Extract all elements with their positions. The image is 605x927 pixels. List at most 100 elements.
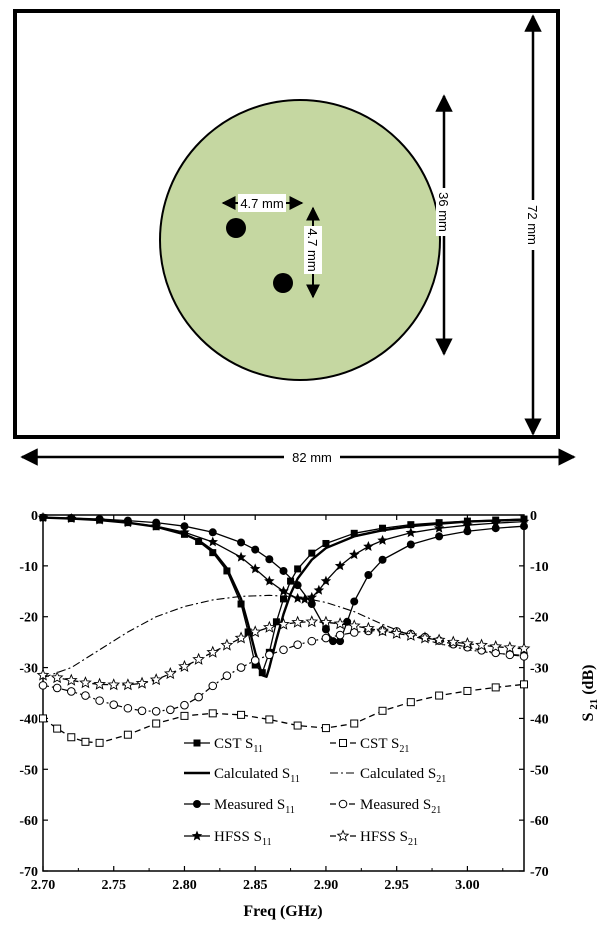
data-point-measured-s21 <box>250 656 260 665</box>
y-tick-label-left: -60 <box>19 814 38 829</box>
data-point-measured-s21 <box>279 645 288 655</box>
legend-label: Calculated S21 <box>360 766 446 785</box>
legend-marker <box>193 800 201 808</box>
data-point-cst-s11 <box>379 524 387 532</box>
data-point-hfss-s11 <box>150 520 162 531</box>
data-point-measured-s11 <box>237 538 246 547</box>
data-point-cst-s21 <box>293 721 302 730</box>
data-point-measured-s11 <box>336 637 345 646</box>
legend-label: Calculated S11 <box>214 766 300 785</box>
legend-label-subscript: 21 <box>399 744 409 755</box>
data-point-hfss-s21 <box>178 659 191 672</box>
data-point-measured-s21 <box>137 706 147 716</box>
data-point-measured-s11 <box>307 600 316 608</box>
legend-label-subscript: 21 <box>431 805 441 816</box>
y-tick-label-left: -70 <box>19 865 38 880</box>
series-line-cst-s21 <box>42 683 525 744</box>
data-point-cst-s11 <box>308 549 316 557</box>
legend-item-hfss-s21: HFSS S21 <box>330 829 418 848</box>
data-point-measured-s11 <box>208 528 217 537</box>
data-point-hfss-s21 <box>319 615 333 628</box>
data-point-cst-s21 <box>123 730 132 739</box>
data-point-measured-s11 <box>251 545 260 554</box>
x-tick-label: 2.85 <box>243 878 268 893</box>
series-calculated-s21 <box>42 594 525 679</box>
data-point-cst-s11 <box>244 628 252 636</box>
data-point-hfss-s21 <box>446 635 460 648</box>
series-line-calculated-s21 <box>42 594 525 679</box>
x-tick-label: 2.95 <box>384 878 409 893</box>
legend-label: Measured S21 <box>360 797 441 816</box>
data-point-hfss-s21 <box>50 671 64 684</box>
series-hfss-s11 <box>37 512 530 604</box>
data-point-hfss-s11 <box>299 593 310 604</box>
feed-pin-1 <box>226 218 246 238</box>
data-point-hfss-s11 <box>313 584 325 595</box>
y-tick-label-right: -40 <box>530 712 549 727</box>
data-point-hfss-s21 <box>432 633 446 646</box>
patch-label-box <box>436 188 452 236</box>
data-point-measured-s11 <box>378 555 387 564</box>
data-point-measured-s11 <box>180 522 189 531</box>
data-point-hfss-s11 <box>377 534 388 545</box>
data-point-hfss-s11 <box>207 536 218 547</box>
data-point-measured-s21 <box>321 633 331 643</box>
legend-item-calculated-s11: Calculated S11 <box>184 766 300 785</box>
series-cst-s21 <box>39 680 528 747</box>
data-point-hfss-s11 <box>490 517 501 528</box>
feed-pin-2 <box>273 273 293 293</box>
legend-label: CST S11 <box>214 736 263 755</box>
data-point-measured-s11 <box>293 581 302 590</box>
legend-item-measured-s11: Measured S11 <box>184 797 295 816</box>
height-label: 72 mm <box>525 205 540 245</box>
data-point-hfss-s21 <box>475 638 488 651</box>
y-tick-label-right: -20 <box>530 611 549 626</box>
width-label: 82 mm <box>292 450 332 465</box>
y-tick-label-left: -50 <box>19 763 38 778</box>
legend-marker <box>191 830 203 841</box>
legend-item-calculated-s21: Calculated S21 <box>330 766 446 785</box>
data-point-cst-s21 <box>350 719 359 728</box>
y-tick-label-right: -60 <box>530 814 549 829</box>
data-point-measured-s21 <box>180 700 189 710</box>
data-point-cst-s21 <box>406 698 415 707</box>
data-point-measured-s21 <box>151 707 161 716</box>
data-point-cst-s11 <box>251 661 259 669</box>
data-point-cst-s11 <box>237 600 245 608</box>
data-point-cst-s11 <box>272 618 280 626</box>
legend-label-subscript: 11 <box>285 805 295 816</box>
data-point-cst-s21 <box>95 738 104 747</box>
x-tick-label: 2.70 <box>31 878 56 893</box>
data-point-hfss-s21 <box>461 636 474 650</box>
legend-label: Measured S11 <box>214 797 295 816</box>
data-point-cst-s21 <box>39 714 47 723</box>
y-tick-label-right: -70 <box>530 865 549 880</box>
data-point-cst-s21 <box>237 710 246 719</box>
data-point-measured-s21 <box>66 687 76 696</box>
data-point-cst-s11 <box>287 577 295 585</box>
x-axis-label: Freq (GHz) <box>243 903 322 920</box>
circular-patch <box>159 99 441 381</box>
data-point-measured-s21 <box>109 700 119 709</box>
data-point-measured-s11 <box>329 637 338 646</box>
legend-item-cst-s11: CST S11 <box>184 736 263 755</box>
pin-horizontal-label-box <box>238 194 286 212</box>
legend-label-base: Calculated S <box>214 766 290 782</box>
legend-label-base: HFSS S <box>360 829 408 845</box>
data-point-cst-s21 <box>321 724 330 733</box>
data-point-hfss-s21 <box>192 652 205 665</box>
data-point-cst-s11 <box>322 539 330 547</box>
data-point-cst-s21 <box>208 709 217 718</box>
data-point-hfss-s21 <box>390 626 404 639</box>
data-point-hfss-s11 <box>320 575 332 586</box>
data-point-hfss-s11 <box>306 591 318 602</box>
data-point-cst-s21 <box>81 737 90 746</box>
series-layer <box>36 512 531 747</box>
data-point-hfss-s21 <box>93 677 106 690</box>
legend-label-base: Measured S <box>214 797 285 813</box>
chart: 2.70 2.75 2.80 2.85 2.90 2.95 3.00 0 0 -10 -10 -20 -… <box>19 509 600 920</box>
pin-vertical-label: 4.7 mm <box>305 228 320 271</box>
data-point-hfss-s21 <box>277 617 290 630</box>
data-point-hfss-s11 <box>518 516 530 527</box>
